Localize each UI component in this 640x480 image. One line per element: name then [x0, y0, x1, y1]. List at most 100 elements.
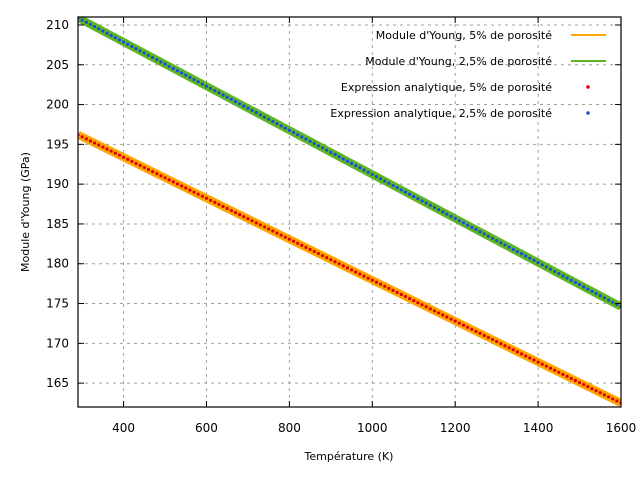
- data-point: [275, 231, 279, 235]
- data-point: [283, 235, 287, 239]
- data-point: [416, 301, 420, 305]
- data-point: [457, 219, 461, 223]
- legend-swatch-point: [586, 111, 590, 115]
- data-point: [121, 155, 126, 159]
- data-point: [238, 213, 242, 217]
- plot-area: [78, 17, 621, 407]
- data-point: [279, 124, 283, 128]
- data-point: [304, 137, 308, 141]
- data-point: [180, 71, 184, 75]
- data-point: [399, 292, 403, 297]
- data-point: [175, 69, 180, 73]
- data-point: [117, 38, 122, 42]
- data-point: [287, 237, 291, 241]
- data-point: [184, 186, 188, 190]
- data-point: [573, 280, 578, 285]
- data-point: [88, 22, 93, 27]
- y-tick-label: 180: [46, 257, 69, 271]
- data-point: [378, 177, 383, 181]
- data-point: [80, 135, 84, 139]
- data-point: [553, 269, 557, 274]
- data-point: [582, 382, 586, 387]
- data-point: [204, 196, 209, 200]
- data-point: [184, 73, 188, 77]
- data-point: [598, 391, 602, 395]
- data-point: [524, 354, 528, 358]
- data-point: [163, 62, 167, 66]
- data-point: [606, 298, 611, 302]
- data-point: [412, 194, 416, 199]
- data-point: [391, 288, 395, 293]
- data-point: [213, 88, 217, 93]
- data-point: [395, 290, 399, 295]
- data-point: [271, 119, 275, 124]
- data-point: [557, 272, 561, 276]
- data-point: [582, 285, 586, 289]
- data-point: [84, 137, 88, 141]
- data-point: [134, 47, 138, 51]
- data-point: [532, 358, 536, 362]
- data-point: [296, 133, 300, 137]
- data-point: [341, 264, 345, 268]
- data-point: [167, 178, 171, 182]
- data-point: [495, 339, 499, 344]
- data-point: [557, 370, 561, 374]
- data-point: [229, 208, 233, 213]
- data-point: [412, 299, 416, 303]
- data-point: [548, 267, 553, 271]
- data-point: [362, 274, 366, 278]
- data-point: [304, 245, 308, 250]
- data-point: [92, 25, 97, 29]
- data-point: [569, 376, 573, 381]
- x-tick-label: 800: [278, 421, 301, 435]
- series-points-4: [78, 17, 621, 309]
- data-point: [130, 44, 134, 49]
- data-point: [553, 368, 557, 372]
- data-point: [246, 106, 250, 110]
- data-point: [590, 387, 594, 391]
- data-point: [242, 215, 246, 219]
- data-point: [441, 313, 445, 317]
- data-point: [275, 122, 279, 126]
- data-point: [242, 104, 246, 108]
- data-point: [499, 342, 503, 346]
- data-point: [449, 214, 453, 218]
- data-point: [519, 252, 524, 256]
- data-point: [586, 385, 590, 389]
- data-point: [329, 150, 333, 154]
- data-point: [366, 276, 370, 280]
- data-point: [84, 20, 88, 24]
- data-point: [437, 208, 441, 212]
- data-point: [449, 317, 453, 321]
- legend-label: Expression analytique, 2,5% de porosité: [330, 107, 552, 120]
- y-tick-label: 170: [46, 336, 69, 350]
- data-point: [565, 374, 569, 379]
- data-point: [146, 168, 151, 172]
- data-point: [121, 40, 126, 44]
- data-point: [432, 309, 437, 313]
- data-point: [221, 204, 225, 209]
- legend-label: Module d'Young, 2,5% de porosité: [365, 55, 552, 68]
- data-point: [209, 86, 213, 90]
- data-point: [246, 217, 250, 221]
- data-point: [424, 305, 428, 309]
- data-point: [370, 278, 374, 282]
- data-point: [159, 60, 163, 64]
- data-point: [515, 350, 519, 354]
- data-point: [320, 253, 325, 258]
- data-point: [470, 327, 474, 331]
- data-point: [97, 27, 101, 31]
- data-point: [325, 148, 329, 152]
- x-tick-label: 1400: [523, 421, 554, 435]
- series-points-3: [78, 133, 621, 405]
- x-tick-label: 1600: [606, 421, 637, 435]
- legend-swatch-point: [586, 85, 590, 89]
- data-point: [250, 219, 254, 223]
- data-point: [159, 174, 163, 178]
- data-point: [408, 296, 412, 301]
- data-point: [337, 262, 341, 266]
- x-tick-label: 1000: [357, 421, 388, 435]
- y-tick-label: 165: [46, 376, 69, 390]
- data-point: [478, 230, 482, 234]
- data-point: [109, 149, 113, 153]
